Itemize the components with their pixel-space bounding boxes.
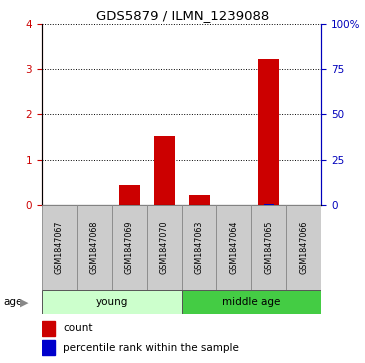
Bar	[251, 205, 286, 290]
Text: count: count	[63, 323, 92, 333]
Bar	[264, 204, 273, 205]
Text: GSM1847064: GSM1847064	[230, 221, 238, 274]
Bar	[119, 185, 140, 205]
Bar	[216, 205, 251, 290]
Text: ▶: ▶	[20, 297, 28, 307]
Bar	[77, 205, 112, 290]
Text: age: age	[4, 297, 23, 307]
Bar	[42, 340, 54, 355]
Text: GSM1847068: GSM1847068	[90, 221, 99, 274]
Text: young: young	[96, 297, 128, 307]
Text: GSM1847066: GSM1847066	[299, 221, 308, 274]
Bar	[42, 205, 77, 290]
Bar	[42, 290, 181, 314]
Bar	[286, 205, 321, 290]
Bar	[181, 290, 321, 314]
Text: GSM1847063: GSM1847063	[195, 221, 204, 274]
Text: GSM1847067: GSM1847067	[55, 221, 64, 274]
Bar	[42, 321, 54, 335]
Text: GDS5879 / ILMN_1239088: GDS5879 / ILMN_1239088	[96, 9, 269, 22]
Text: GSM1847069: GSM1847069	[125, 221, 134, 274]
Bar	[112, 205, 147, 290]
Bar	[181, 205, 216, 290]
Text: GSM1847065: GSM1847065	[264, 221, 273, 274]
Bar	[147, 205, 181, 290]
Bar	[154, 136, 174, 205]
Text: percentile rank within the sample: percentile rank within the sample	[63, 343, 239, 353]
Bar	[258, 59, 279, 205]
Text: middle age: middle age	[222, 297, 281, 307]
Text: GSM1847070: GSM1847070	[160, 221, 169, 274]
Bar	[189, 195, 210, 205]
